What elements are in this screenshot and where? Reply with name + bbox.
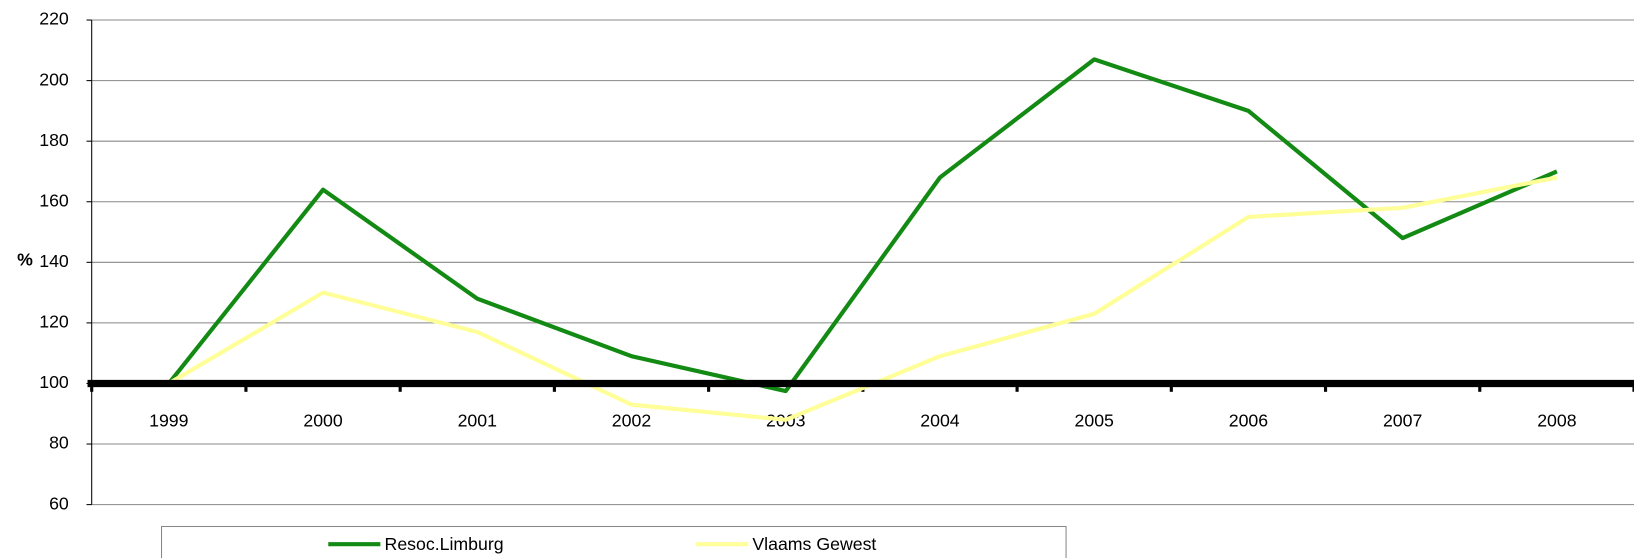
x-tick-label: 2006 — [1229, 411, 1269, 431]
x-tick-label: 2008 — [1537, 411, 1577, 431]
y-tick-label: 220 — [39, 9, 69, 29]
series-line — [167, 175, 1558, 422]
legend-box — [161, 525, 1067, 558]
x-tick-label: 2004 — [920, 411, 960, 431]
y-tick-label: 180 — [39, 130, 69, 150]
x-tick-label: 2005 — [1075, 411, 1115, 431]
y-tick-label: 80 — [49, 433, 69, 453]
y-tick-label: 120 — [39, 312, 69, 332]
legend-label: Vlaams Gewest — [752, 534, 876, 554]
x-tick-label: 2007 — [1383, 411, 1422, 431]
y-tick-label: 60 — [49, 493, 69, 513]
x-tick-label: 2000 — [303, 411, 343, 431]
x-tick-label: 2001 — [458, 411, 497, 431]
y-tick-label: 100 — [39, 372, 69, 392]
y-tick-label: 160 — [39, 190, 69, 210]
x-tick-label: 2002 — [612, 411, 651, 431]
series-line — [167, 57, 1558, 394]
y-tick-label: 140 — [39, 251, 69, 271]
y-axis-label: % — [17, 249, 33, 269]
y-tick-label: 200 — [39, 69, 69, 89]
x-tick-label: 1999 — [149, 411, 188, 431]
legend-label: Resoc.Limburg — [385, 534, 504, 554]
